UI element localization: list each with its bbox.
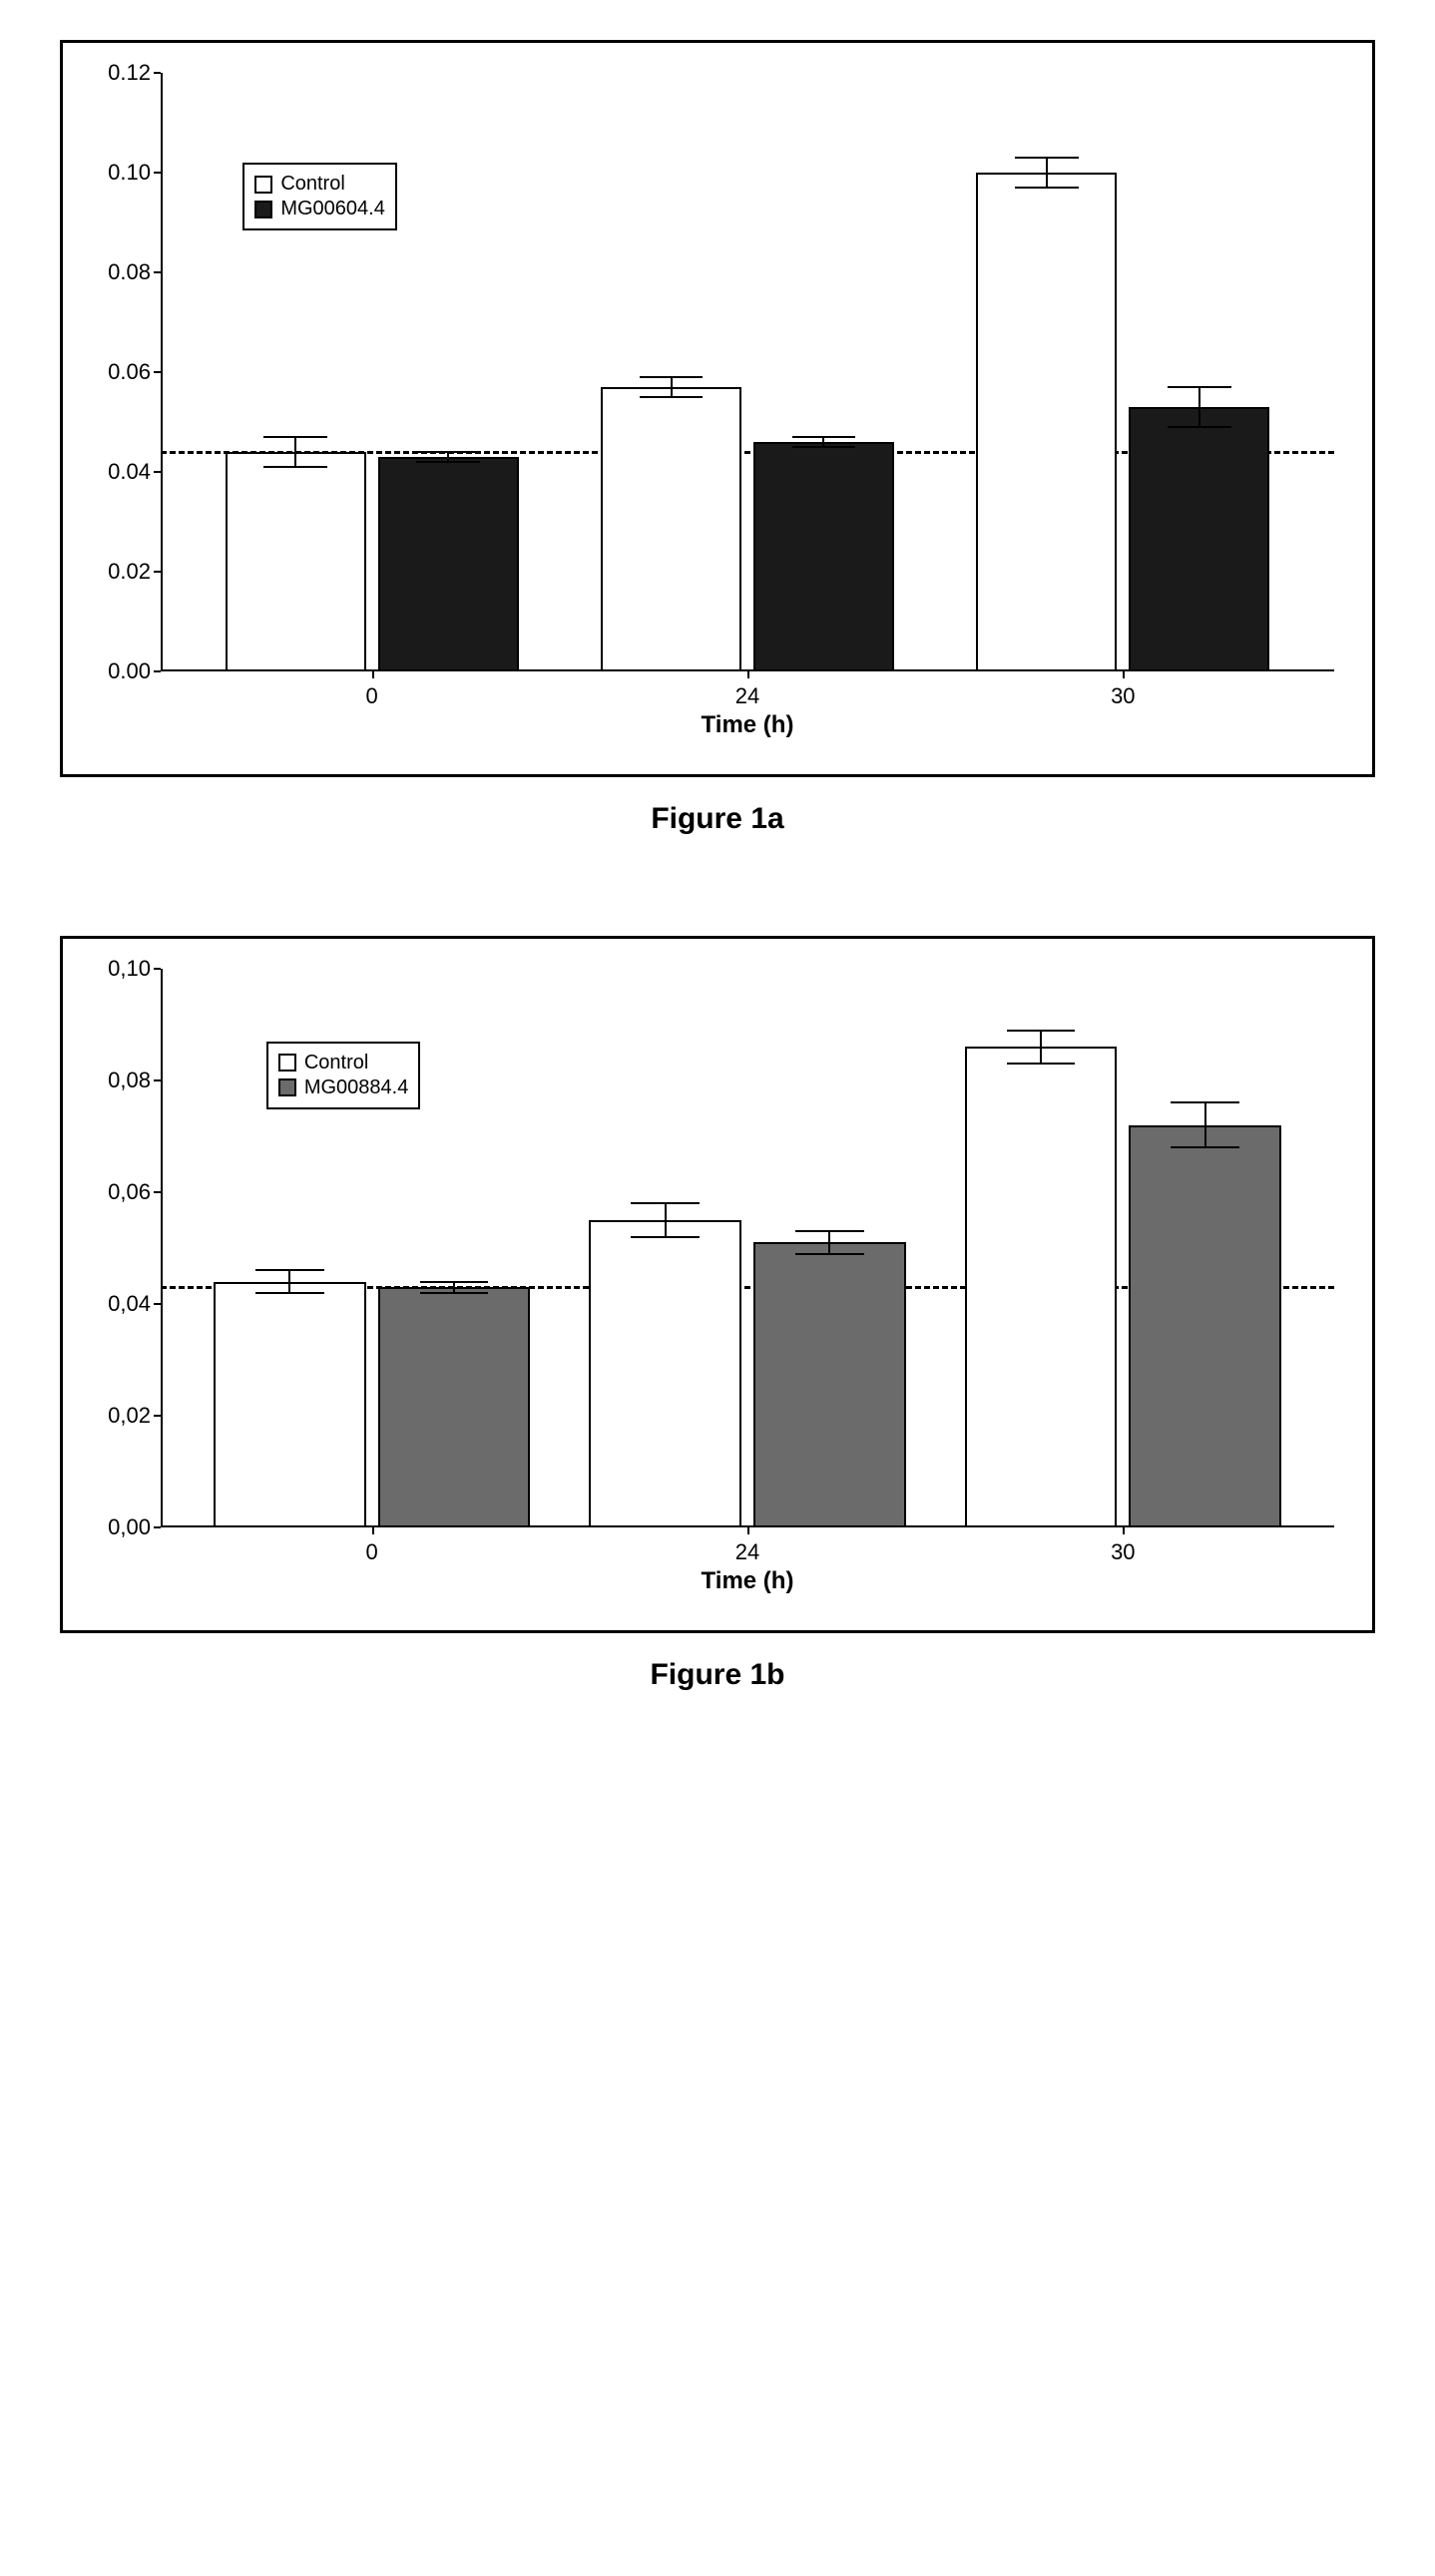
figure-1b-xtick-label: 30 (1111, 1527, 1135, 1565)
figure-1a-errorbar-cap (792, 446, 856, 448)
figure-1a-errorbar-cap (416, 451, 480, 453)
figure-1b-errorbar-cap (1007, 1030, 1076, 1032)
figure-1a-legend-label: MG00604.4 (280, 198, 385, 220)
figure-1b-legend-label: Control (304, 1052, 368, 1074)
figure-1b-ytick-label: 0,10 (108, 956, 161, 982)
figure-1a-ytick-label: 0.08 (108, 259, 161, 285)
figure-1b-errorbar-cap (1171, 1101, 1239, 1103)
figure-1b-ytick-label: 0,00 (108, 1514, 161, 1540)
figure-1a-xtick-label: 24 (735, 671, 759, 709)
figure-1a-bar (976, 173, 1117, 671)
figure-1a-errorbar-cap (792, 436, 856, 438)
figure-1b-bar (753, 1242, 906, 1527)
figure-1a-legend-label: Control (280, 173, 344, 196)
figure-1a-y-axis (161, 73, 163, 671)
figure-1b-xlabel: Time (h) (161, 1567, 1334, 1595)
figure-1a-ytick-label: 0.10 (108, 160, 161, 186)
figure-1a-errorbar-stem (1046, 158, 1048, 188)
figure-1b-errorbar-stem (1204, 1102, 1206, 1147)
figure-1a-xtick-label: 0 (366, 671, 378, 709)
figure-1b-block: ABS 595 nm 0,000,020,040,060,080,1002430… (60, 936, 1375, 1692)
figure-1b-ytick-label: 0,04 (108, 1291, 161, 1317)
figure-1a-errorbar-cap (416, 461, 480, 463)
figure-1b-ytick-label: 0,06 (108, 1179, 161, 1205)
figure-1b-frame: ABS 595 nm 0,000,020,040,060,080,1002430… (60, 936, 1375, 1633)
figure-1b-plot-wrap: ABS 595 nm 0,000,020,040,060,080,1002430… (161, 969, 1334, 1595)
figure-1b-errorbar-stem (1040, 1031, 1042, 1065)
figure-1b-bar (1129, 1125, 1281, 1527)
figure-1b-errorbar-cap (795, 1253, 864, 1255)
figure-1a-xtick-label: 30 (1111, 671, 1135, 709)
figure-1a-bar (753, 442, 894, 671)
figure-1a-errorbar-cap (263, 436, 327, 438)
figure-1b-errorbar-cap (1171, 1146, 1239, 1148)
figure-1b-bar (589, 1220, 741, 1527)
figure-1a-ytick-label: 0.06 (108, 359, 161, 385)
figure-1a-errorbar-cap (1015, 187, 1079, 189)
figure-1b-legend-item: MG00884.4 (278, 1076, 409, 1099)
figure-1a-errorbar-stem (671, 377, 673, 397)
figure-1b-legend-label: MG00884.4 (304, 1076, 409, 1099)
figure-1b-errorbar-stem (828, 1231, 830, 1253)
figure-1b-errorbar-cap (255, 1292, 324, 1294)
figure-1a-errorbar-cap (1168, 426, 1231, 428)
figure-1a-errorbar-cap (1015, 157, 1079, 159)
figure-1b-bar (378, 1287, 531, 1527)
figure-1a-ytick-label: 0.02 (108, 559, 161, 585)
figure-1b-xtick-label: 24 (735, 1527, 759, 1565)
figure-1a-bar (226, 452, 366, 671)
figure-1a-plot-wrap: ABS 595 nm 0.000.020.040.060.080.100.120… (161, 73, 1334, 739)
figure-1a-errorbar-cap (640, 376, 704, 378)
figure-1a-errorbar-stem (294, 437, 296, 467)
figure-1a-legend-swatch (254, 176, 272, 194)
figure-1a-ytick-label: 0.04 (108, 459, 161, 485)
figure-1b-y-axis (161, 969, 163, 1527)
figure-1b-errorbar-cap (795, 1230, 864, 1232)
figure-1b-errorbar-cap (420, 1281, 489, 1283)
figure-1a-errorbar-cap (1168, 386, 1231, 388)
figure-1a-frame: ABS 595 nm 0.000.020.040.060.080.100.120… (60, 40, 1375, 777)
figure-1b-bar (965, 1047, 1118, 1527)
figure-1b-xtick-label: 0 (366, 1527, 378, 1565)
figure-1a-caption: Figure 1a (60, 802, 1375, 836)
figure-1b-errorbar-cap (255, 1269, 324, 1271)
figure-1a-errorbar-stem (1198, 387, 1200, 427)
figure-1a-errorbar-cap (640, 396, 704, 398)
figure-1a-xlabel: Time (h) (161, 711, 1334, 739)
figure-1b-errorbar-stem (288, 1270, 290, 1292)
figure-1a-bar (1129, 407, 1269, 671)
figure-1b-ytick-label: 0,02 (108, 1403, 161, 1429)
figure-1a-bar (601, 387, 741, 671)
figure-1a-ytick-label: 0.12 (108, 60, 161, 86)
figure-1b-legend-item: Control (278, 1052, 409, 1074)
figure-1a-plot-area: 0.000.020.040.060.080.100.1202430Control… (161, 73, 1334, 671)
figure-1b-plot-area: 0,000,020,040,060,080,1002430ControlMG00… (161, 969, 1334, 1527)
figure-1b-caption: Figure 1b (60, 1658, 1375, 1692)
figure-1b-bar (214, 1282, 366, 1527)
figure-1b-errorbar-cap (631, 1236, 700, 1238)
figure-1a-legend-swatch (254, 201, 272, 218)
figure-1a-bar (378, 457, 519, 671)
figure-1a-ytick-label: 0.00 (108, 658, 161, 684)
figure-1b-errorbar-cap (631, 1202, 700, 1204)
figure-1a-block: ABS 595 nm 0.000.020.040.060.080.100.120… (60, 40, 1375, 836)
figure-1b-errorbar-cap (1007, 1063, 1076, 1065)
figure-1b-errorbar-cap (420, 1292, 489, 1294)
figure-1a-legend-item: Control (254, 173, 385, 196)
figure-1b-legend: ControlMG00884.4 (266, 1042, 421, 1109)
figure-1b-errorbar-stem (665, 1203, 667, 1237)
figure-1a-legend-item: MG00604.4 (254, 198, 385, 220)
figure-1b-ytick-label: 0,08 (108, 1068, 161, 1093)
figure-1b-legend-swatch (278, 1054, 296, 1072)
figure-1a-legend: ControlMG00604.4 (242, 163, 397, 230)
figure-1b-legend-swatch (278, 1078, 296, 1096)
figure-1a-errorbar-cap (263, 466, 327, 468)
